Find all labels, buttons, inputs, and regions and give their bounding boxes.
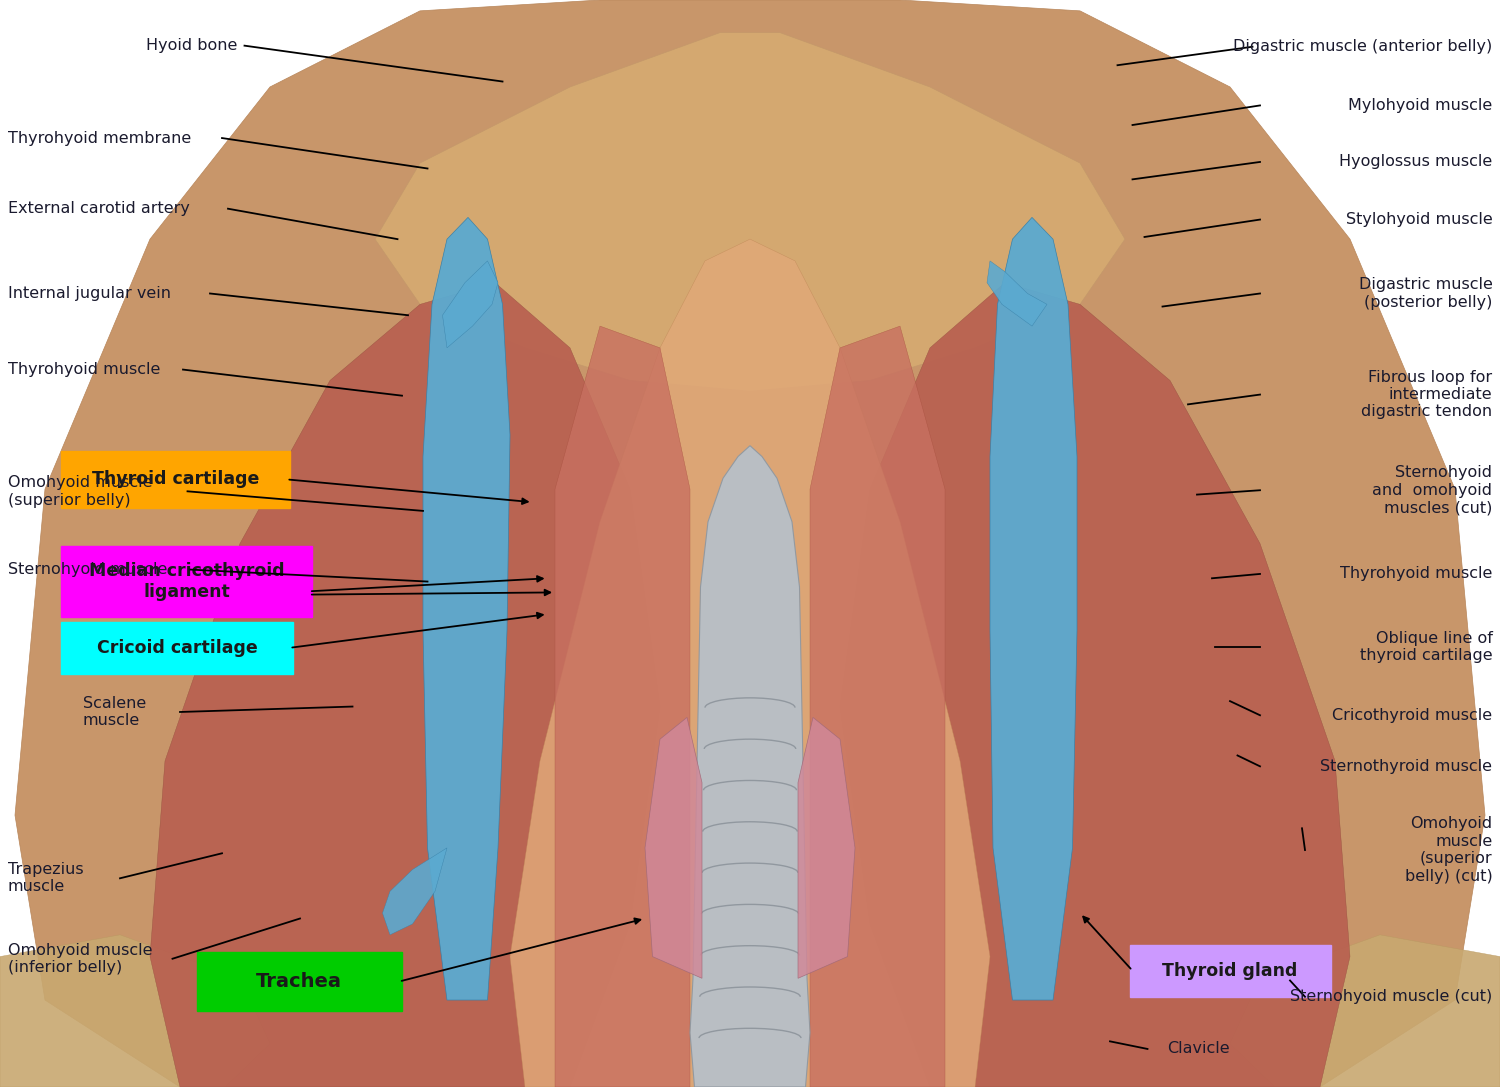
FancyBboxPatch shape: [62, 546, 312, 617]
FancyBboxPatch shape: [62, 451, 290, 508]
Polygon shape: [375, 33, 1125, 391]
Text: Digastric muscle (anterior belly): Digastric muscle (anterior belly): [1233, 39, 1492, 54]
Polygon shape: [423, 217, 510, 1000]
Polygon shape: [690, 446, 810, 1087]
Text: Median cricothyroid
ligament: Median cricothyroid ligament: [88, 562, 285, 601]
Text: Omohyoid
muscle
(superior
belly) (cut): Omohyoid muscle (superior belly) (cut): [1404, 816, 1492, 884]
Polygon shape: [510, 239, 990, 1087]
Text: Digastric muscle
(posterior belly): Digastric muscle (posterior belly): [1359, 277, 1492, 310]
Polygon shape: [798, 717, 855, 978]
Text: Omohyoid muscle
(inferior belly): Omohyoid muscle (inferior belly): [8, 942, 152, 975]
Polygon shape: [382, 848, 447, 935]
Text: Trapezius
muscle: Trapezius muscle: [8, 862, 82, 895]
Text: Mylohyoid muscle: Mylohyoid muscle: [1348, 98, 1492, 113]
Polygon shape: [0, 935, 270, 1087]
Text: Thyrohyoid membrane: Thyrohyoid membrane: [8, 130, 190, 146]
Polygon shape: [15, 0, 1485, 1087]
Text: Stylohyoid muscle: Stylohyoid muscle: [1346, 212, 1492, 227]
Text: Sternohyoid
and  omohyoid
muscles (cut): Sternohyoid and omohyoid muscles (cut): [1372, 465, 1492, 515]
FancyBboxPatch shape: [1130, 945, 1330, 997]
Polygon shape: [1230, 935, 1500, 1087]
Text: Omohyoid muscle
(superior belly): Omohyoid muscle (superior belly): [8, 475, 152, 508]
Text: Sternohyoid muscle: Sternohyoid muscle: [8, 562, 166, 577]
Polygon shape: [990, 217, 1077, 1000]
Polygon shape: [840, 283, 1350, 1087]
Text: Thyrohyoid muscle: Thyrohyoid muscle: [8, 362, 160, 377]
FancyBboxPatch shape: [196, 952, 402, 1011]
Text: External carotid artery: External carotid artery: [8, 201, 189, 216]
Text: Thyroid gland: Thyroid gland: [1162, 962, 1298, 979]
Text: Trachea: Trachea: [256, 972, 342, 991]
Text: Clavicle: Clavicle: [1167, 1041, 1230, 1057]
Text: Cricothyroid muscle: Cricothyroid muscle: [1332, 708, 1492, 723]
Polygon shape: [987, 261, 1047, 326]
Text: Oblique line of
thyroid cartilage: Oblique line of thyroid cartilage: [1360, 630, 1492, 663]
Text: Thyroid cartilage: Thyroid cartilage: [92, 471, 260, 488]
Text: Sternothyroid muscle: Sternothyroid muscle: [1320, 759, 1492, 774]
FancyBboxPatch shape: [62, 622, 292, 674]
Polygon shape: [442, 261, 498, 348]
Polygon shape: [810, 326, 945, 1087]
Text: Fibrous loop for
intermediate
digastric tendon: Fibrous loop for intermediate digastric …: [1362, 370, 1492, 420]
Text: Internal jugular vein: Internal jugular vein: [8, 286, 171, 301]
Text: Hyoglossus muscle: Hyoglossus muscle: [1340, 154, 1492, 170]
Text: Sternohyoid muscle (cut): Sternohyoid muscle (cut): [1290, 989, 1492, 1004]
Polygon shape: [555, 326, 690, 1087]
Text: Cricoid cartilage: Cricoid cartilage: [96, 639, 258, 657]
Polygon shape: [150, 283, 660, 1087]
Text: Scalene
muscle: Scalene muscle: [82, 696, 146, 728]
Text: Hyoid bone: Hyoid bone: [146, 38, 237, 53]
Polygon shape: [645, 717, 702, 978]
Text: Thyrohyoid muscle: Thyrohyoid muscle: [1340, 566, 1492, 582]
